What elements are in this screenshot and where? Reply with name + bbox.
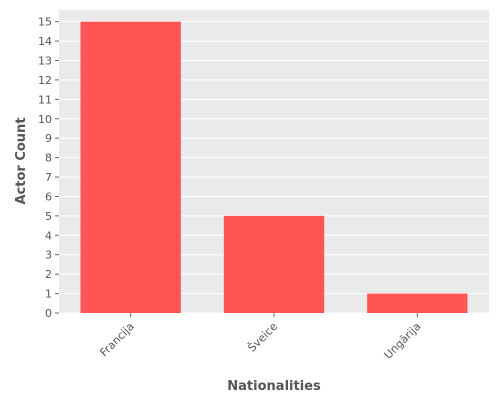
bar-1 xyxy=(223,215,325,313)
bar-0 xyxy=(80,21,181,314)
y-tick-label: 2 xyxy=(45,268,52,281)
bar-2 xyxy=(367,293,468,313)
y-tick-label: 0 xyxy=(45,307,52,320)
y-tick-label: 4 xyxy=(45,229,52,242)
y-tick-label: 3 xyxy=(45,249,52,262)
y-tick-label: 7 xyxy=(45,171,52,184)
y-axis-title: Actor Count xyxy=(14,117,29,204)
y-tick-label: 11 xyxy=(38,93,52,106)
y-tick-label: 14 xyxy=(38,35,52,48)
y-tick-label: 13 xyxy=(38,55,52,68)
y-tick-label: 15 xyxy=(38,16,52,29)
x-axis-title: Nationalities xyxy=(227,379,321,394)
x-tick-label: Francija xyxy=(97,320,136,359)
bars xyxy=(80,21,468,314)
x-tick-label: Šveice xyxy=(245,320,280,355)
y-tick-label: 8 xyxy=(45,152,52,165)
y-tick-label: 1 xyxy=(45,288,52,301)
y-tick-label: 5 xyxy=(45,210,52,223)
y-tick-label: 10 xyxy=(38,113,52,126)
y-tick-label: 9 xyxy=(45,132,52,145)
x-axis-ticks: Francija Šveice Ungārija xyxy=(97,313,423,362)
y-tick-label: 6 xyxy=(45,190,52,203)
x-tick-label: Ungārija xyxy=(382,320,424,362)
y-tick-label: 12 xyxy=(38,74,52,87)
